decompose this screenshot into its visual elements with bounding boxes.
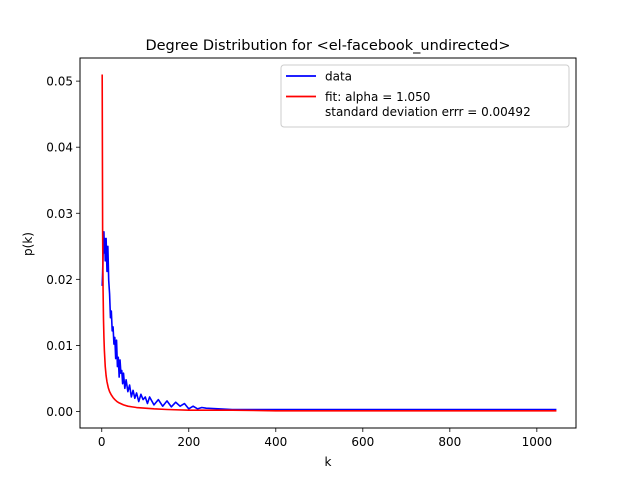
chart-title: Degree Distribution for <el-facebook_und… (145, 38, 510, 54)
legend-label-fit: fit: alpha = 1.050 standard deviation err… (325, 90, 531, 119)
legend-label-data: data (325, 70, 352, 84)
x-tick-label: 200 (177, 435, 200, 449)
x-tick-label: 600 (351, 435, 374, 449)
y-tick-label: 0.03 (46, 207, 73, 221)
y-tick-label: 0.01 (46, 339, 73, 353)
axes-frame (79, 57, 577, 429)
axis-ticks: 0 200 400 600 800 1000 0.00 0.01 0.02 0.03 0.04 0.0… (46, 75, 552, 449)
legend-box (280, 64, 570, 128)
series-line-data (101, 230, 557, 411)
y-tick-label: 0.05 (46, 75, 73, 89)
legend: data fit: alpha = 1.050 standard deviation… (280, 64, 570, 128)
series-line-fit (101, 74, 557, 412)
x-tick-label: 1000 (522, 435, 553, 449)
y-axis-label: p(k) (21, 232, 35, 256)
x-axis-label: k (325, 455, 332, 469)
x-tick-label: 800 (438, 435, 461, 449)
y-tick-label: 0.00 (46, 405, 73, 419)
y-tick-label: 0.02 (46, 273, 73, 287)
x-tick-label: 400 (264, 435, 287, 449)
y-tick-label: 0.04 (46, 141, 73, 155)
plot-area (101, 74, 557, 412)
x-tick-label: 0 (98, 435, 106, 449)
